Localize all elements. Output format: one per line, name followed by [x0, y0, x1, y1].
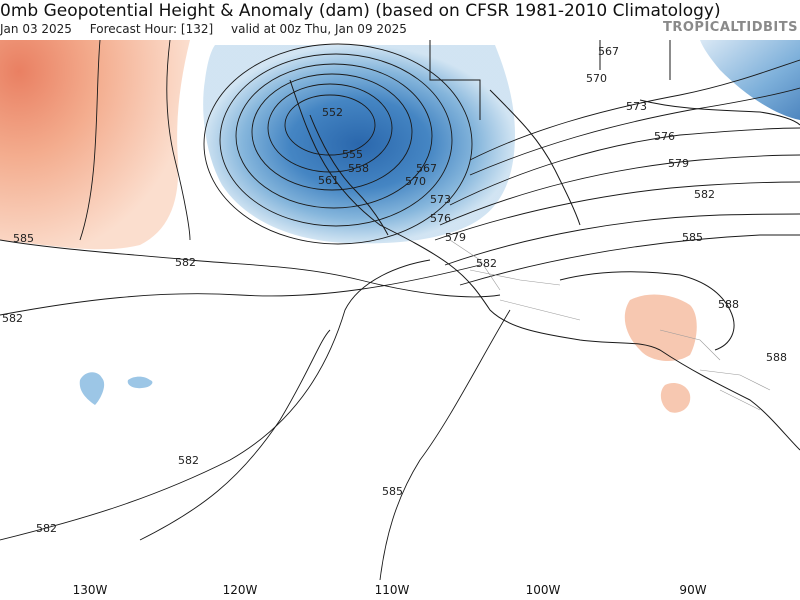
contour-label: 576	[430, 212, 451, 225]
positive-anomaly-patch	[660, 383, 691, 413]
contour-label: 579	[668, 157, 689, 170]
lon-tick-label: 120W	[222, 583, 258, 597]
contour-labels: 567 570 573 576 579 582 585 588 552 555 …	[2, 45, 787, 535]
contour-label: 567	[416, 162, 437, 175]
contour-label: 561	[318, 174, 339, 187]
lon-tick-label: 110W	[374, 583, 410, 597]
init-date: Jan 03 2025	[0, 22, 72, 36]
contour-label: 570	[586, 72, 607, 85]
contour-label: 582	[175, 256, 196, 269]
contour-label: 573	[626, 100, 647, 113]
negative-anomaly-northeast	[700, 40, 800, 120]
contour-label: 588	[718, 298, 739, 311]
lon-tick-label: 90W	[679, 583, 707, 597]
brand-watermark: TROPICALTIDBITS	[663, 20, 798, 35]
state-borders	[449, 239, 771, 411]
contour-label: 585	[13, 232, 34, 245]
contour-label: 588	[766, 351, 787, 364]
valid-time: valid at 00z Thu, Jan 09 2025	[231, 22, 407, 36]
longitude-axis: 130W 120W 110W 100W 90W	[0, 580, 800, 600]
forecast-hour: Forecast Hour: [132]	[89, 22, 214, 36]
low-contours	[203, 43, 473, 245]
contour-label: 573	[430, 193, 451, 206]
weather-map: 567 570 573 576 579 582 585 588 552 555 …	[0, 40, 800, 580]
contour-label: 582	[476, 257, 497, 270]
negative-anomaly-low	[203, 45, 515, 244]
contour-label: 570	[405, 175, 426, 188]
contour-label: 552	[322, 106, 343, 119]
contour-label: 582	[36, 522, 57, 535]
contour-label: 582	[694, 188, 715, 201]
contour-label: 585	[682, 231, 703, 244]
lon-tick-label: 100W	[525, 583, 561, 597]
small-negative-patch	[79, 372, 105, 405]
contour-label: 585	[382, 485, 403, 498]
map-subtitle: Jan 03 2025 Forecast Hour: [132] valid a…	[0, 22, 421, 36]
contour-label: 558	[348, 162, 369, 175]
contour-label: 582	[178, 454, 199, 467]
contour-label: 582	[2, 312, 23, 325]
small-negative-patch	[127, 376, 153, 389]
coastlines	[289, 40, 800, 451]
contour-label: 579	[445, 231, 466, 244]
lon-tick-label: 130W	[72, 583, 108, 597]
map-title: 0mb Geopotential Height & Anomaly (dam) …	[0, 1, 721, 21]
contour-label: 576	[654, 130, 675, 143]
contour-label: 555	[342, 148, 363, 161]
contour-label: 567	[598, 45, 619, 58]
height-contours	[0, 40, 800, 580]
